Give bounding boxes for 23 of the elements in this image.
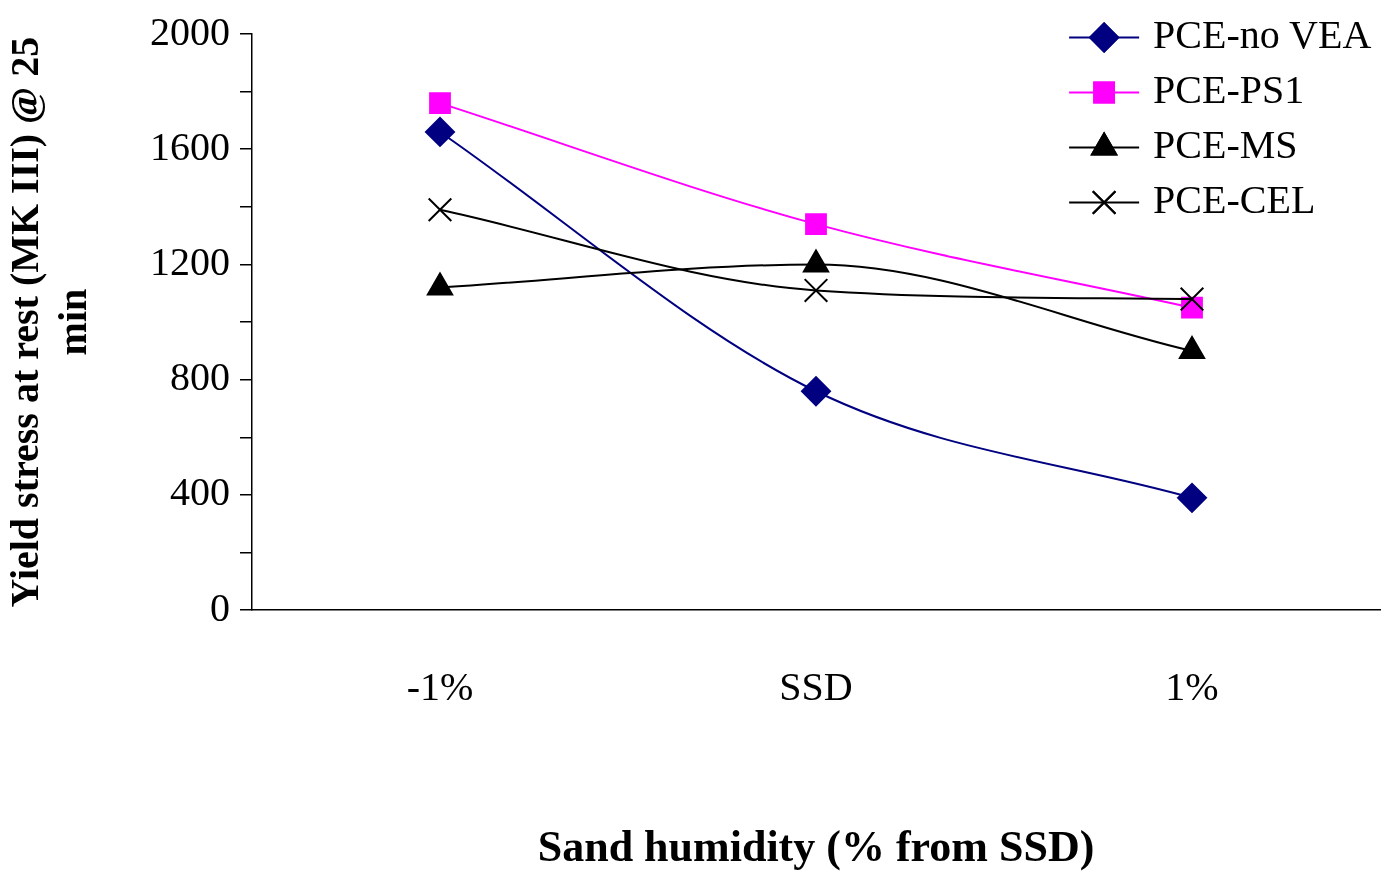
point bbox=[429, 92, 451, 115]
y-tick-label: 400 bbox=[170, 469, 230, 515]
legend-label: PCE-MS bbox=[1153, 122, 1298, 167]
point bbox=[803, 278, 829, 303]
y-tick-label: 0 bbox=[210, 584, 230, 630]
point bbox=[425, 116, 455, 147]
x-tick-label: 1% bbox=[1165, 663, 1219, 709]
y-axis-title: Yield stress at rest (MK III) @ 25 min bbox=[2, 36, 96, 608]
point bbox=[1179, 286, 1205, 312]
x-tick-label: -1% bbox=[406, 663, 474, 709]
y-tick-label: 1600 bbox=[150, 123, 230, 169]
point bbox=[427, 197, 453, 223]
y-tick-label: 1200 bbox=[150, 238, 230, 284]
legend-label: PCE-PS1 bbox=[1153, 67, 1305, 112]
point bbox=[805, 213, 827, 236]
point bbox=[1177, 482, 1207, 513]
legend-label: PCE-no VEA bbox=[1153, 12, 1372, 57]
x-axis-title: Sand humidity (% from SSD) bbox=[537, 821, 1095, 871]
point bbox=[801, 376, 831, 407]
y-tick-label: 800 bbox=[170, 354, 230, 400]
y-tick-label: 2000 bbox=[150, 8, 230, 54]
x-tick-label: SSD bbox=[779, 663, 853, 709]
legend-label: PCE-CEL bbox=[1153, 177, 1316, 222]
